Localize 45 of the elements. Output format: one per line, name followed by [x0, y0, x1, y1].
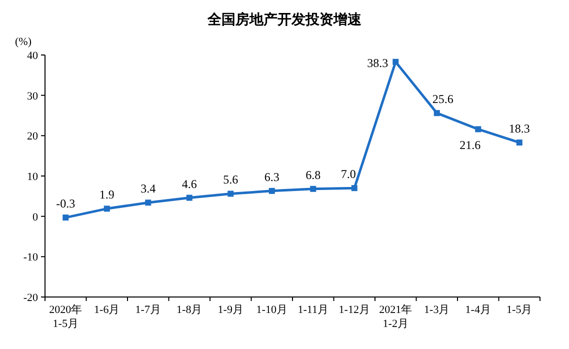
y-tick-label: -10 [23, 252, 38, 264]
x-tick-label: 1-5月 [506, 304, 532, 316]
point [228, 190, 234, 197]
x-tick-label: 2021年 1-2月 [379, 304, 412, 330]
text: 1.9 [99, 188, 114, 202]
y-axis-title: (%) [15, 36, 32, 48]
point [434, 110, 440, 116]
x-tick-label: 1-12月 [338, 304, 370, 316]
x-tick-label: 2020年 1-5月 [49, 304, 82, 330]
point [475, 126, 482, 132]
point [392, 58, 399, 65]
point [516, 140, 522, 146]
text: 38.3 [367, 56, 388, 70]
x-tick-label: 1-9月 [218, 304, 244, 316]
y-tick-label: 40 [27, 50, 38, 62]
text: -0.3 [56, 196, 76, 211]
text: 25.6 [432, 92, 454, 106]
text: 4.6 [182, 176, 197, 191]
y-tick-label: 0 [32, 211, 38, 224]
y-tick-label: 20 [27, 130, 38, 143]
x-tick-label: 1-4月 [465, 304, 491, 316]
point [62, 214, 69, 221]
text: 21.6 [460, 138, 481, 152]
point [310, 186, 316, 192]
x-tick-label: 1-11月 [298, 304, 329, 316]
text: 6.3 [264, 170, 280, 184]
chart-title: 全国房地产开发投资增速 [206, 11, 362, 28]
text: 6.8 [306, 168, 321, 182]
x-tick-label: 1-8月 [176, 304, 202, 316]
x-tick-label: 1-10月 [256, 304, 288, 316]
text: 18.3 [508, 122, 530, 136]
y-tick-label: 10 [27, 171, 38, 183]
x-tick-label: 1-6月 [94, 304, 120, 316]
point [268, 188, 275, 194]
x-tick-label: 1-7月 [135, 304, 161, 316]
text: 5.6 [223, 172, 238, 187]
point [186, 194, 192, 201]
x-tick-label: 1-3月 [424, 304, 450, 316]
point [104, 206, 110, 212]
point [351, 185, 358, 192]
text: 3.4 [140, 182, 156, 196]
text: 7.0 [340, 167, 356, 182]
point [145, 200, 152, 206]
y-tick-label: 30 [27, 90, 38, 102]
y-tick-label: -20 [23, 292, 38, 304]
